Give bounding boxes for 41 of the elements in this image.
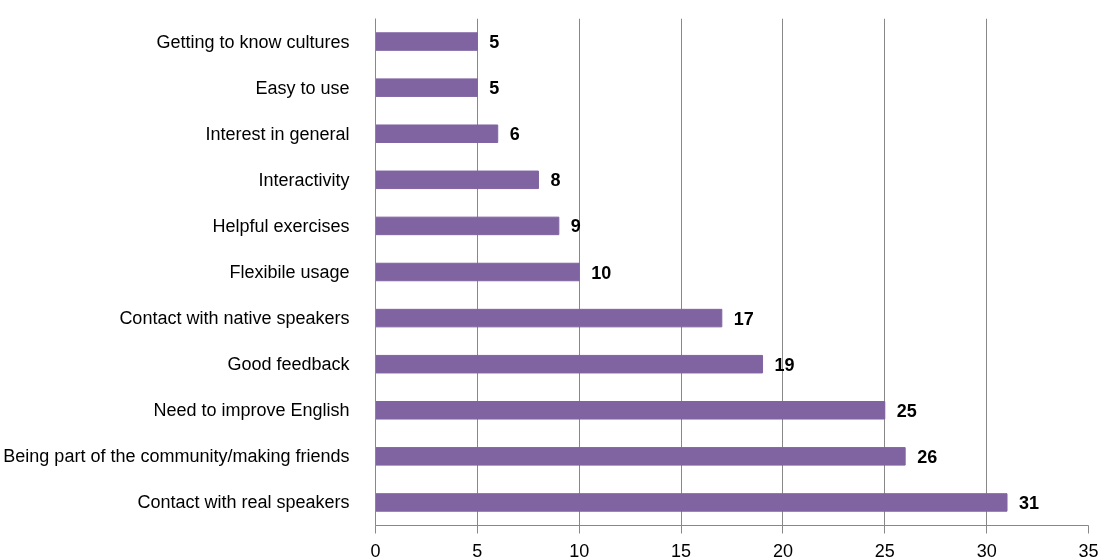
y-tick-label: Being part of the community/making friends — [3, 446, 350, 467]
data-label: 6 — [509, 124, 520, 145]
bar — [375, 170, 539, 190]
data-label: 10 — [591, 262, 612, 283]
data-label: 26 — [917, 446, 938, 467]
y-tick-label: Helpful exercises — [212, 215, 350, 236]
data-label: 9 — [570, 216, 581, 237]
bar — [375, 401, 886, 420]
bar — [375, 308, 723, 328]
y-tick-label: Good feedback — [227, 354, 351, 375]
bar — [375, 262, 580, 282]
data-label: 5 — [489, 32, 500, 53]
y-tick-label: Interest in general — [205, 123, 350, 144]
x-tick-label: 0 — [370, 540, 381, 559]
data-label: 17 — [733, 308, 754, 329]
bar — [375, 216, 560, 236]
y-tick-label: Need to improve English — [153, 400, 350, 421]
y-tick-label: Getting to know cultures — [156, 31, 350, 52]
x-tick-label: 35 — [1078, 540, 1099, 559]
data-label: 5 — [489, 78, 500, 99]
x-tick-label: 30 — [976, 540, 997, 559]
bar — [375, 493, 1008, 512]
bar — [375, 124, 499, 143]
bar — [375, 447, 906, 466]
y-tick-label: Contact with native speakers — [119, 308, 350, 329]
y-tick-label: Interactivity — [258, 169, 350, 190]
x-tick-label: 20 — [772, 540, 793, 559]
data-label: 19 — [774, 354, 795, 375]
data-label: 25 — [896, 400, 917, 421]
data-label: 8 — [550, 170, 561, 191]
x-tick-label: 15 — [671, 540, 692, 559]
x-tick-label: 5 — [472, 540, 483, 559]
x-tick-label: 25 — [874, 540, 895, 559]
bar — [375, 32, 478, 51]
y-tick-label: Flexibile usage — [229, 262, 350, 282]
y-tick-label: Contact with real speakers — [137, 492, 350, 513]
x-tick-label: 10 — [569, 540, 590, 559]
data-label: 31 — [1019, 492, 1040, 513]
y-tick-label: Easy to use — [255, 77, 350, 98]
bar — [375, 354, 764, 374]
bar — [375, 78, 478, 97]
